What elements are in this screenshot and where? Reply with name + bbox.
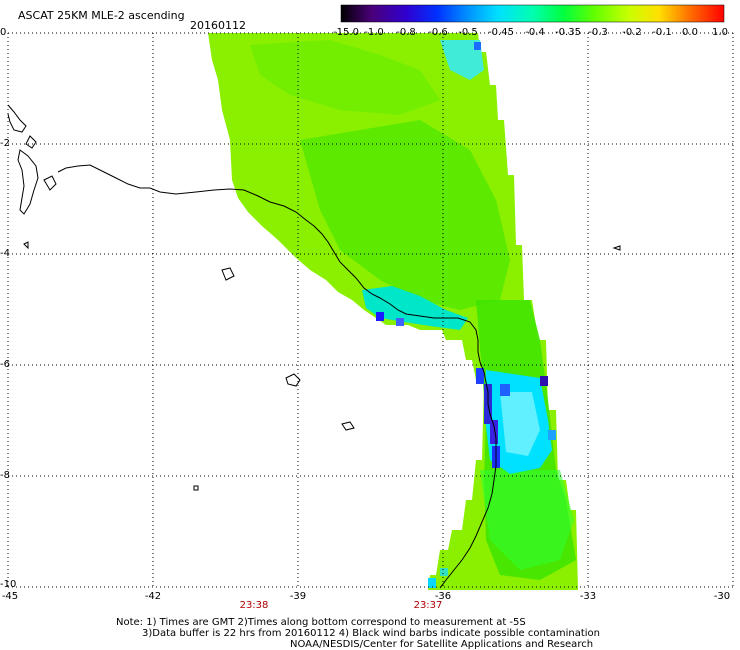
lat-label: -2 <box>0 138 10 149</box>
swath-blue-pixel <box>500 384 510 396</box>
scale-label: 0.0 <box>682 27 698 38</box>
note-line-3: NOAA/NESDIS/Center for Satellite Applica… <box>290 639 594 650</box>
plot-area <box>7 32 735 590</box>
swath-blue-pixel <box>490 420 498 444</box>
lat-label: -4 <box>0 248 10 259</box>
scale-label: -0.2 <box>622 27 642 38</box>
swath-cyan-north <box>440 40 484 80</box>
island-small <box>221 267 235 281</box>
lat-label: 0 <box>0 27 7 38</box>
swath-blue-pixel <box>476 368 484 384</box>
note-line-2: 3)Data buffer is 22 hrs from 20160112 4)… <box>142 628 600 639</box>
lat-label: -8 <box>0 470 10 481</box>
swath-blue-pixel <box>474 42 481 50</box>
island-small <box>23 241 621 251</box>
island-small <box>193 485 199 491</box>
swath-blue-pixel <box>376 312 384 321</box>
scale-label: -0.6 <box>428 27 448 38</box>
swath-green-north <box>250 40 440 115</box>
pass-time: 23:38 <box>239 600 269 611</box>
swath-cyan-pixel <box>440 568 448 576</box>
lon-label: -30 <box>713 591 731 602</box>
scale-label: -0.35 <box>555 27 581 38</box>
swath-blue-pixel <box>548 430 556 440</box>
lon-label: -42 <box>144 591 162 602</box>
lat-label: -10 <box>0 579 17 590</box>
scale-label: -1.0 <box>364 27 384 38</box>
map-date: 20160112 <box>190 19 246 32</box>
island-small <box>341 421 355 431</box>
lon-label: -39 <box>289 591 307 602</box>
island-cluster <box>7 104 57 191</box>
swath-purple-pixel <box>540 376 548 386</box>
graticule <box>7 32 735 588</box>
lon-label: -33 <box>579 591 597 602</box>
swath-blue-pixel <box>396 318 404 326</box>
map-title: ASCAT 25KM MLE-2 ascending <box>18 9 185 22</box>
swath-cyan-coast <box>362 286 468 330</box>
scale-label: -0.8 <box>396 27 416 38</box>
lon-label: -36 <box>434 591 452 602</box>
lat-label: -6 <box>0 359 10 370</box>
coastline <box>57 164 497 589</box>
swath-cyan-pixel <box>428 578 436 588</box>
scale-label: -0.45 <box>488 27 514 38</box>
scale-label: -0.5 <box>458 27 478 38</box>
note-line-1: Note: 1) Times are GMT 2)Times along bot… <box>116 617 526 628</box>
island-marajo <box>17 149 39 215</box>
scale-label: -0.4 <box>525 27 545 38</box>
scale-label: 1.0 <box>712 27 728 38</box>
color-scale-bar <box>340 4 725 23</box>
lon-label: -45 <box>1 591 19 602</box>
scale-label: -0.1 <box>652 27 672 38</box>
pass-time: 23:37 <box>413 600 443 611</box>
swath-bright-south <box>480 470 574 570</box>
island-small <box>285 373 301 387</box>
swath-cyan-light <box>500 392 540 456</box>
scale-label: -0.3 <box>588 27 608 38</box>
swath-green-band <box>300 120 510 310</box>
scale-label: -15.0 <box>333 27 359 38</box>
